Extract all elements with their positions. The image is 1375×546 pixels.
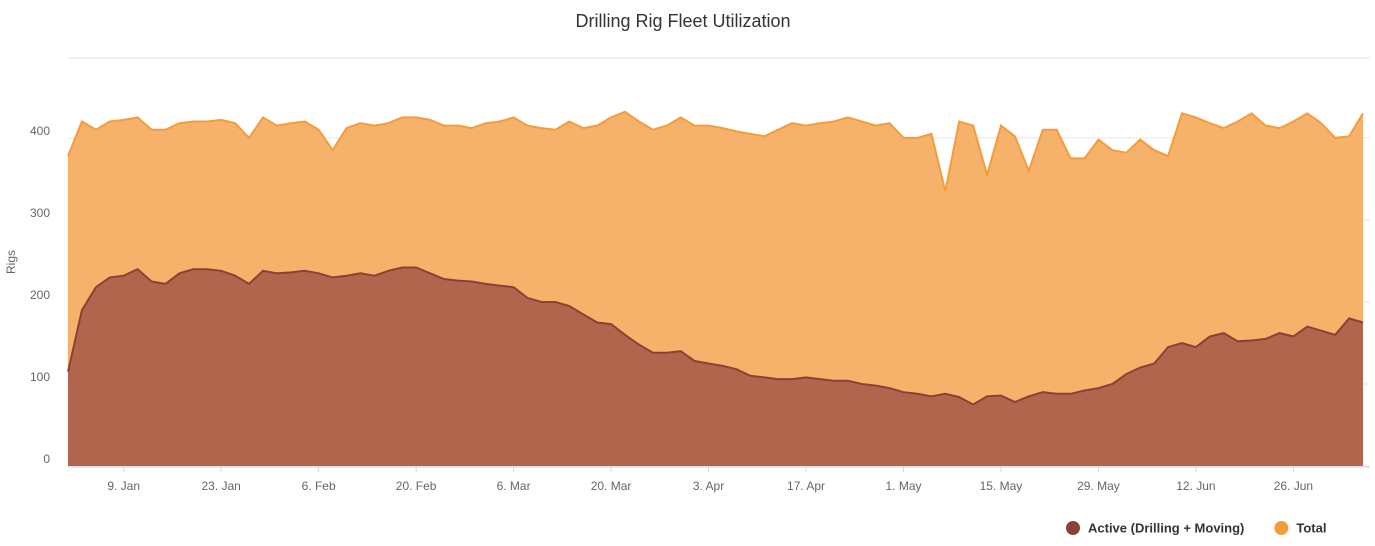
area-line (67, 266, 1364, 406)
legend-marker[interactable] (1274, 521, 1289, 535)
x-tick-label: 23. Jan (201, 479, 240, 493)
y-tick-label: 300 (30, 206, 50, 220)
x-tick-label: 9. Jan (107, 479, 140, 493)
x-tick-label: 15. May (980, 479, 1023, 493)
x-tick-label: 1. May (886, 479, 922, 493)
y-tick-label: 400 (30, 124, 50, 138)
x-tick-label: 26. Jun (1274, 479, 1313, 493)
y-tick-label: 100 (30, 370, 50, 384)
x-tick-label: 20. Feb (396, 479, 437, 493)
x-tick-label: 20. Mar (591, 479, 632, 493)
x-tick-label: 6. Feb (302, 479, 336, 493)
x-tick-label: 17. Apr (787, 479, 825, 493)
area-line (67, 110, 1364, 192)
area (68, 267, 1364, 466)
chart-title: Drilling Rig Fleet Utilization (575, 11, 790, 31)
x-tick-label: 12. Jun (1176, 479, 1215, 493)
x-tick-label: 6. Mar (497, 479, 531, 493)
y-tick-label: 200 (30, 288, 50, 302)
y-axis-title: Rigs (4, 250, 18, 274)
legend-label[interactable]: Total (1296, 520, 1326, 535)
y-tick-label: 0 (43, 452, 50, 466)
legend-label[interactable]: Active (Drilling + Moving) (1088, 520, 1244, 535)
x-tick-label: 3. Apr (693, 479, 724, 493)
legend-marker[interactable] (1066, 521, 1080, 535)
x-tick-label: 29. May (1077, 479, 1120, 493)
